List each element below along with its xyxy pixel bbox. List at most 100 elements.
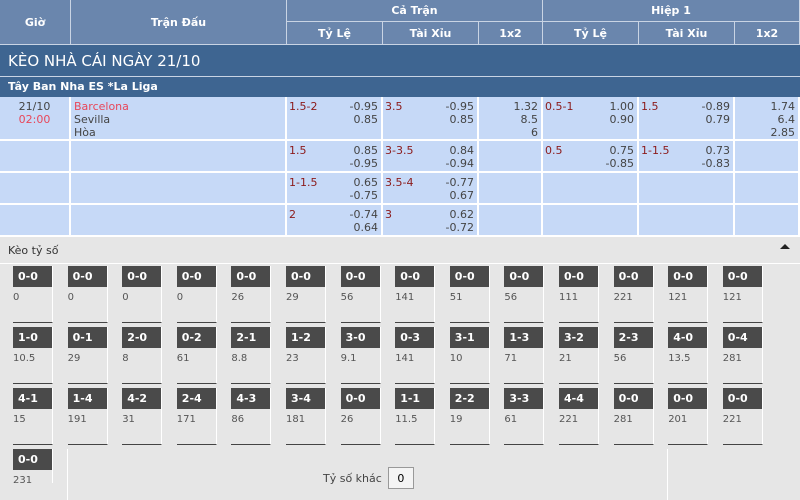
score-cell[interactable]: 1-4 191 (67, 388, 108, 445)
score-cell[interactable]: 4-2 31 (122, 388, 163, 445)
score-label: 1-0 (13, 327, 52, 348)
score-cell[interactable]: 3-0 9.1 (340, 327, 381, 384)
score-label: 2-4 (176, 388, 216, 409)
score-odds: 56 (340, 292, 354, 303)
ft-handicap: 1-1.5 0.65 -0.75 (287, 173, 383, 205)
ft-over-under-line: 3-3.5 (385, 144, 414, 157)
score-cell[interactable]: 2-4 171 (176, 388, 217, 445)
collapse-caret-icon[interactable] (780, 244, 790, 249)
ft-over-under: 3-3.5 0.84 -0.94 (383, 141, 479, 173)
score-cell[interactable]: 4-1 15 (13, 388, 53, 445)
score-cell[interactable]: 0-0 121 (668, 266, 709, 323)
score-label: 0-0 (668, 388, 708, 409)
score-cell[interactable]: 0-0 0 (13, 266, 53, 323)
score-cell[interactable]: 0-0 281 (613, 388, 654, 445)
score-odds: 86 (231, 414, 245, 425)
col-tran-dau: Trận Đấu (71, 0, 287, 45)
score-cell[interactable]: 2-0 8 (122, 327, 163, 384)
score-cell[interactable]: 0-0 201 (668, 388, 709, 445)
score-cell[interactable]: 4-3 86 (231, 388, 272, 445)
score-odds: 0 (122, 292, 129, 303)
score-odds: 71 (504, 353, 518, 364)
h1-1x2-odds: 1.74 (770, 100, 796, 113)
score-cell[interactable]: 0-0 221 (722, 388, 763, 445)
h1-handicap (543, 205, 639, 237)
score-cell[interactable]: 1-3 71 (504, 327, 545, 384)
score-cell[interactable]: 2-3 56 (613, 327, 654, 384)
score-label: 2-2 (449, 388, 489, 409)
score-cell[interactable]: 0-0 29 (286, 266, 326, 323)
score-cell[interactable]: 3-4 181 (286, 388, 326, 445)
score-cell[interactable]: 0-0 121 (722, 266, 763, 323)
score-odds: 0 (13, 292, 20, 303)
score-cell[interactable]: 1-1 11.5 (395, 388, 436, 445)
score-cell[interactable]: 3-2 21 (559, 327, 599, 384)
ft-1x2-odds: 6 (531, 126, 538, 139)
other-score-input[interactable] (387, 467, 414, 489)
home-team: Barcelona (74, 100, 129, 113)
score-cell[interactable]: 0-0 0 (67, 266, 108, 323)
score-odds: 15 (13, 414, 26, 425)
score-cell[interactable]: 4-4 221 (559, 388, 599, 445)
score-label: 0-3 (395, 327, 435, 348)
score-cell[interactable]: 0-1 29 (67, 327, 108, 384)
score-cell[interactable]: 0-0 221 (613, 266, 654, 323)
ft-over-under: 3 0.62 -0.72 (383, 205, 479, 237)
score-cell[interactable]: 0-0 56 (340, 266, 381, 323)
h1-handicap-odds: -0.85 (605, 157, 634, 170)
score-label: 0-0 (722, 388, 762, 409)
h1-over-under-odds: 0.73 (705, 144, 731, 157)
h1-1x2-odds: 6.4 (777, 113, 796, 126)
h1-handicap-odds: 1.00 (609, 100, 635, 113)
score-cell[interactable]: 0-0 141 (395, 266, 436, 323)
score-cell[interactable]: 3-1 10 (449, 327, 490, 384)
score-odds: 10.5 (13, 353, 36, 364)
h1-over-under: 1-1.5 0.73 -0.83 (639, 141, 735, 173)
score-label: 3-3 (504, 388, 544, 409)
time-cell: 21/10 02:00 (0, 97, 71, 141)
score-cell[interactable]: 0-0 26 (340, 388, 381, 445)
score-cell[interactable]: 0-2 61 (176, 327, 217, 384)
time-cell (0, 141, 71, 173)
score-cell[interactable]: 3-3 61 (504, 388, 545, 445)
score-cell[interactable]: 0-0 56 (504, 266, 545, 323)
score-label: 0-0 (340, 388, 380, 409)
score-cell[interactable]: 4-0 13.5 (668, 327, 709, 384)
score-cell[interactable]: 1-0 10.5 (13, 327, 53, 384)
away-team: Sevilla (74, 113, 111, 126)
score-label: 0-0 (449, 266, 489, 287)
correct-score-title: Kèo tỷ số (0, 237, 800, 264)
score-odds: 9.1 (340, 353, 357, 364)
score-cell[interactable]: 2-2 19 (449, 388, 490, 445)
h1-handicap-line: 0.5 (545, 144, 563, 157)
score-label: 4-4 (559, 388, 598, 409)
ft-1x2 (479, 141, 543, 173)
score-cell[interactable]: 0-0 51 (449, 266, 490, 323)
score-cell[interactable]: 0-0 0 (176, 266, 217, 323)
score-odds: 221 (613, 292, 633, 303)
h1-handicap: 0.5-1 1.00 0.90 (543, 97, 639, 141)
score-odds: 181 (286, 414, 306, 425)
col-h1-tai-xiu: Tài Xỉu (639, 22, 735, 45)
score-label: 3-1 (449, 327, 489, 348)
score-odds: 221 (559, 414, 579, 425)
score-cell[interactable]: 0-0 111 (559, 266, 599, 323)
col-ca-tran: Cả Trận (287, 0, 543, 22)
score-cell[interactable]: 0-0 26 (231, 266, 272, 323)
col-ft-tai-xiu: Tài Xỉu (383, 22, 479, 45)
score-cell[interactable]: 1-2 23 (286, 327, 326, 384)
ft-over-under-odds: 0.62 (449, 208, 475, 221)
score-cell[interactable]: 0-4 281 (722, 327, 763, 384)
score-label: 4-2 (122, 388, 162, 409)
score-cell[interactable]: 0-3 141 (395, 327, 436, 384)
score-cell[interactable]: 0-0 231 (13, 449, 53, 486)
score-cell[interactable]: 2-1 8.8 (231, 327, 272, 384)
h1-over-under: 1.5 -0.89 0.79 (639, 97, 735, 141)
ft-over-under-line: 3 (385, 208, 392, 221)
col-ft-ty-le: Tỷ Lệ (287, 22, 383, 45)
ft-handicap: 2 -0.74 0.64 (287, 205, 383, 237)
score-cell[interactable]: 0-0 0 (122, 266, 163, 323)
score-odds: 61 (504, 414, 518, 425)
score-label: 4-0 (668, 327, 708, 348)
score-odds: 31 (122, 414, 135, 425)
